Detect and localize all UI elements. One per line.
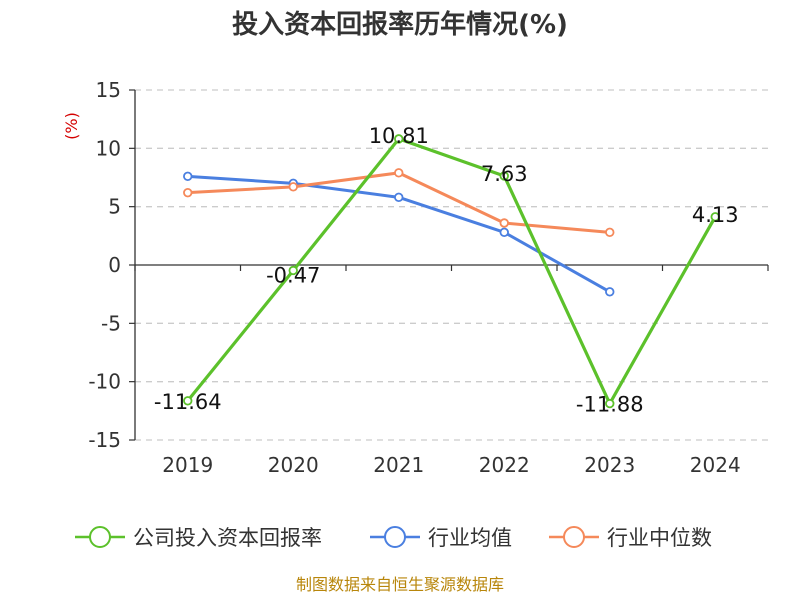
series-point-1 [183,171,193,182]
legend-item-2[interactable]: 行业中位数 [549,526,712,550]
y-tick-label: -10 [88,370,121,394]
y-tick-label: -15 [88,428,121,452]
data-labels: -11.64 -0.47 10.81 7.63 -11.88 4.13 [154,124,739,417]
y-axis-unit: (%) [62,112,81,140]
series-point-0 [183,396,193,406]
x-tick-labels: 2019 2020 2021 2022 2023 2024 [162,453,740,477]
y-tick-labels: 15 10 5 0 -5 -10 -15 [88,78,121,452]
series-point-1 [605,287,615,297]
x-tick-label: 2021 [373,453,424,477]
legend-marker [384,526,406,548]
x-tick-label: 2019 [162,453,213,477]
series-point-0 [394,134,404,144]
y-tick-label: 15 [96,78,121,102]
y-tick-label: 5 [108,195,121,219]
series-point-0 [710,212,720,222]
data-label: -11.88 [576,393,644,417]
legend-item-0[interactable]: 公司投入资本回报率 [75,526,322,550]
data-label: -0.47 [266,263,320,287]
x-tick-label: 2024 [690,453,741,477]
series-point-0 [499,171,509,181]
series-point-0 [288,265,298,276]
source-note: 制图数据来自恒生聚源数据库 [296,575,504,594]
legend[interactable]: 公司投入资本回报率 行业均值 行业中位数 [75,526,712,550]
legend-marker [563,526,585,548]
data-label: 10.81 [369,124,429,148]
x-tick-label: 2022 [479,453,530,477]
series-point-2 [499,218,509,228]
data-label: 4.13 [692,203,739,227]
series-point-2 [394,168,404,178]
axes [129,89,769,441]
x-tick-label: 2020 [268,453,319,477]
legend-label: 行业均值 [428,526,512,550]
series-line-0 [186,137,717,406]
series-point-0 [605,398,615,409]
legend-item-1[interactable]: 行业均值 [370,526,512,550]
series-point-2 [288,182,298,192]
series-point-1 [499,227,509,238]
y-tick-label: 0 [108,253,121,277]
series-point-2 [183,187,193,198]
y-tick-label: -5 [101,311,121,335]
series-layer [183,134,720,409]
y-tick-label: 10 [96,136,121,160]
series-point-2 [605,227,615,238]
legend-label: 行业中位数 [607,526,712,550]
data-label: -11.64 [154,390,222,414]
legend-label: 公司投入资本回报率 [133,526,322,550]
chart-title: 投入资本回报率历年情况(%) [232,9,568,40]
x-tick-label: 2023 [584,453,635,477]
data-label: 7.63 [481,162,528,186]
legend-marker [89,526,111,548]
series-point-1 [394,192,404,203]
